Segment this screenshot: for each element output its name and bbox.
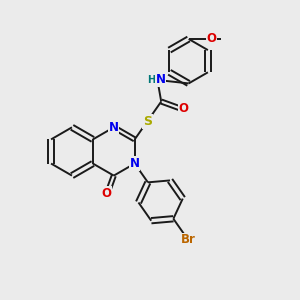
Text: H: H [147, 75, 155, 85]
Text: O: O [207, 32, 217, 46]
Text: O: O [178, 102, 189, 115]
Text: N: N [130, 157, 140, 170]
Text: N: N [109, 121, 119, 134]
Text: Br: Br [181, 233, 196, 246]
Text: N: N [156, 73, 166, 86]
Text: S: S [143, 115, 152, 128]
Text: O: O [102, 187, 112, 200]
